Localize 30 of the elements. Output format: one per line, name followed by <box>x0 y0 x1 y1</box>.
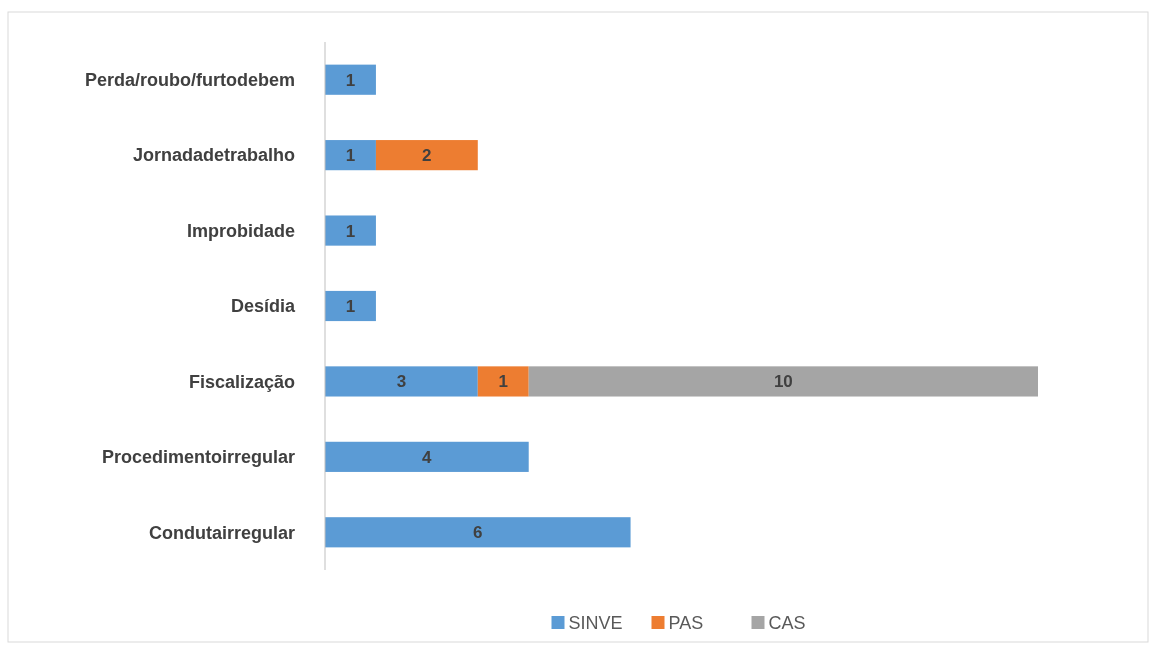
bar <box>375 140 478 171</box>
data-label: 1 <box>345 221 356 241</box>
bar <box>325 441 529 472</box>
bar <box>325 366 478 397</box>
data-label: 1 <box>345 146 356 166</box>
bar <box>325 290 376 322</box>
legend-label: PAS <box>668 613 704 634</box>
data-label: 6 <box>473 523 483 543</box>
data-label: 10 <box>773 372 793 392</box>
y-tick-label: Fiscalização <box>188 371 295 392</box>
legend-label: CAS <box>768 613 806 634</box>
y-tick-label: Perda/roubo/furtodebem <box>84 70 295 91</box>
y-tick-label: Procedimentoirregular <box>101 447 295 468</box>
legend-label: SINVE <box>568 613 623 634</box>
bar <box>477 366 529 397</box>
data-label: 1 <box>345 296 356 316</box>
bar <box>325 517 631 548</box>
data-label: 3 <box>396 372 407 392</box>
data-label: 4 <box>422 447 433 467</box>
data-label: 1 <box>345 70 356 90</box>
y-tick-label: Desídia <box>230 296 296 317</box>
bar <box>528 366 1038 397</box>
bar <box>325 140 376 171</box>
bar <box>325 215 376 246</box>
bar <box>325 64 376 95</box>
y-tick-label: Condutairregular <box>148 522 295 543</box>
y-tick-label: Improbidade <box>186 220 295 241</box>
data-label: 1 <box>498 372 508 392</box>
y-tick-label: Jornadadetrabalho <box>132 145 295 166</box>
data-label: 2 <box>422 146 432 166</box>
